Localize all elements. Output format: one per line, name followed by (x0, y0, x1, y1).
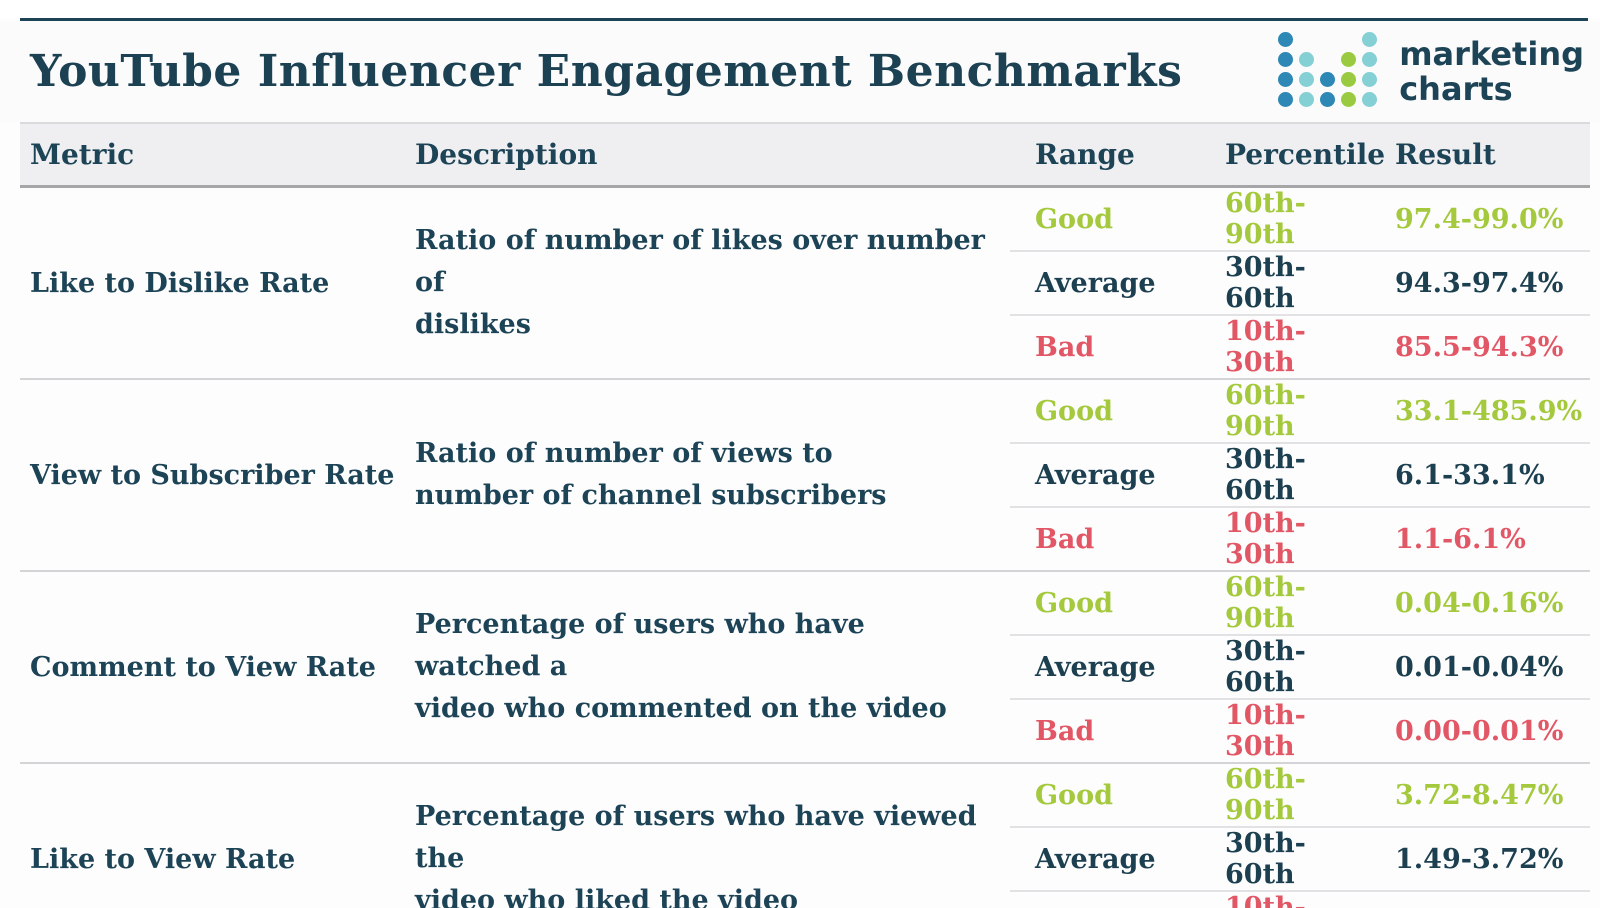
page-title: YouTube Influencer Engagement Benchmarks (30, 46, 1183, 97)
range-label: Good (1035, 779, 1113, 811)
percentile-value: 30th-60th (1225, 636, 1306, 698)
result-value: 97.4-99.0% (1395, 203, 1564, 235)
metric-name: Like to View Rate (30, 843, 296, 875)
percentile-value: 60th-90th (1225, 188, 1306, 250)
percentile-value: 60th-90th (1225, 380, 1306, 442)
table-row: Average 30th-60th 1.49-3.72% (1010, 826, 1590, 890)
metric-description: Percentage of users who have viewed the … (415, 801, 977, 908)
metric-name: Comment to View Rate (30, 651, 376, 683)
range-label: Bad (1035, 523, 1095, 555)
metric-subrows: Good 60th-90th 0.04-0.16% Average 30th-6… (1010, 572, 1590, 762)
percentile-value: 10th-30th (1225, 700, 1306, 762)
metric-group-like-to-dislike-rate: Like to Dislike Rate Ratio of number of … (20, 188, 1590, 378)
percentile-value: 30th-60th (1225, 444, 1306, 506)
table-row: Good 60th-90th 0.04-0.16% (1010, 572, 1590, 634)
top-accent-rule (20, 18, 1588, 21)
range-label: Good (1035, 395, 1113, 427)
table-row: Average 30th-60th 0.01-0.04% (1010, 634, 1590, 698)
col-header-description: Description (415, 138, 598, 171)
col-header-result: Result (1395, 138, 1496, 171)
result-value: 6.1-33.1% (1395, 459, 1545, 491)
metric-subrows: Good 60th-90th 33.1-485.9% Average 30th-… (1010, 380, 1590, 570)
top-margin (0, 0, 1600, 18)
range-label: Average (1035, 843, 1156, 875)
result-value: 0.01-0.04% (1395, 651, 1564, 683)
col-header-metric: Metric (30, 138, 135, 171)
result-value: 94.3-97.4% (1395, 267, 1564, 299)
percentile-value: 30th-60th (1225, 828, 1306, 890)
result-value: 33.1-485.9% (1395, 395, 1583, 427)
table-row: Bad 10th-30th 1.1-6.1% (1010, 506, 1590, 570)
result-value: 0.04-0.16% (1395, 587, 1564, 619)
col-header-range: Range (1035, 138, 1135, 171)
metric-subrows: Good 60th-90th 3.72-8.47% Average 30th-6… (1010, 764, 1590, 908)
metric-description: Ratio of number of likes over number of … (415, 225, 985, 340)
result-value: 3.72-8.47% (1395, 779, 1564, 811)
logo-dots-icon (1278, 31, 1383, 112)
table-row: Bad 10th-30th 85.5-94.3% (1010, 314, 1590, 378)
table-row: Bad 10th-30th 0.48-1.49% (1010, 890, 1590, 908)
percentile-value: 10th-30th (1225, 508, 1306, 570)
metric-group-view-to-subscriber-rate: View to Subscriber Rate Ratio of number … (20, 378, 1590, 570)
table-row: Good 60th-90th 3.72-8.47% (1010, 764, 1590, 826)
table-header-row: Metric Description Range Percentile Resu… (20, 122, 1590, 188)
logo-word-marketing: marketing (1399, 35, 1584, 74)
metric-name: View to Subscriber Rate (30, 459, 395, 491)
table-row: Good 60th-90th 97.4-99.0% (1010, 188, 1590, 250)
range-label: Average (1035, 651, 1156, 683)
percentile-value: 10th-30th (1225, 316, 1306, 378)
result-value: 85.5-94.3% (1395, 331, 1564, 363)
table-row: Good 60th-90th 33.1-485.9% (1010, 380, 1590, 442)
metric-name: Like to Dislike Rate (30, 267, 330, 299)
table-row: Average 30th-60th 94.3-97.4% (1010, 250, 1590, 314)
result-value: 0.00-0.01% (1395, 715, 1564, 747)
range-label: Bad (1035, 331, 1095, 363)
result-value: 1.49-3.72% (1395, 843, 1564, 875)
metric-description: Percentage of users who have watched a v… (415, 609, 947, 724)
percentile-value: 10th-30th (1225, 892, 1306, 908)
metric-subrows: Good 60th-90th 97.4-99.0% Average 30th-6… (1010, 188, 1590, 378)
metric-group-like-to-view-rate: Like to View Rate Percentage of users wh… (20, 762, 1590, 908)
marketingcharts-logo: marketing charts (1278, 31, 1584, 112)
metric-group-comment-to-view-rate: Comment to View Rate Percentage of users… (20, 570, 1590, 762)
table-row: Average 30th-60th 6.1-33.1% (1010, 442, 1590, 506)
range-label: Good (1035, 587, 1113, 619)
logo-word-charts: charts (1399, 69, 1513, 108)
logo-wordmark: marketing charts (1399, 35, 1584, 108)
range-label: Good (1035, 203, 1113, 235)
percentile-value: 60th-90th (1225, 572, 1306, 634)
table-row: Bad 10th-30th 0.00-0.01% (1010, 698, 1590, 762)
col-header-percentile: Percentile (1225, 138, 1386, 171)
percentile-value: 30th-60th (1225, 252, 1306, 314)
range-label: Average (1035, 267, 1156, 299)
percentile-value: 60th-90th (1225, 764, 1306, 826)
metric-description: Ratio of number of views to number of ch… (415, 438, 887, 511)
result-value: 1.1-6.1% (1395, 523, 1526, 555)
range-label: Average (1035, 459, 1156, 491)
range-label: Bad (1035, 715, 1095, 747)
title-band: YouTube Influencer Engagement Benchmarks… (0, 21, 1600, 122)
benchmarks-table: Metric Description Range Percentile Resu… (20, 122, 1590, 908)
